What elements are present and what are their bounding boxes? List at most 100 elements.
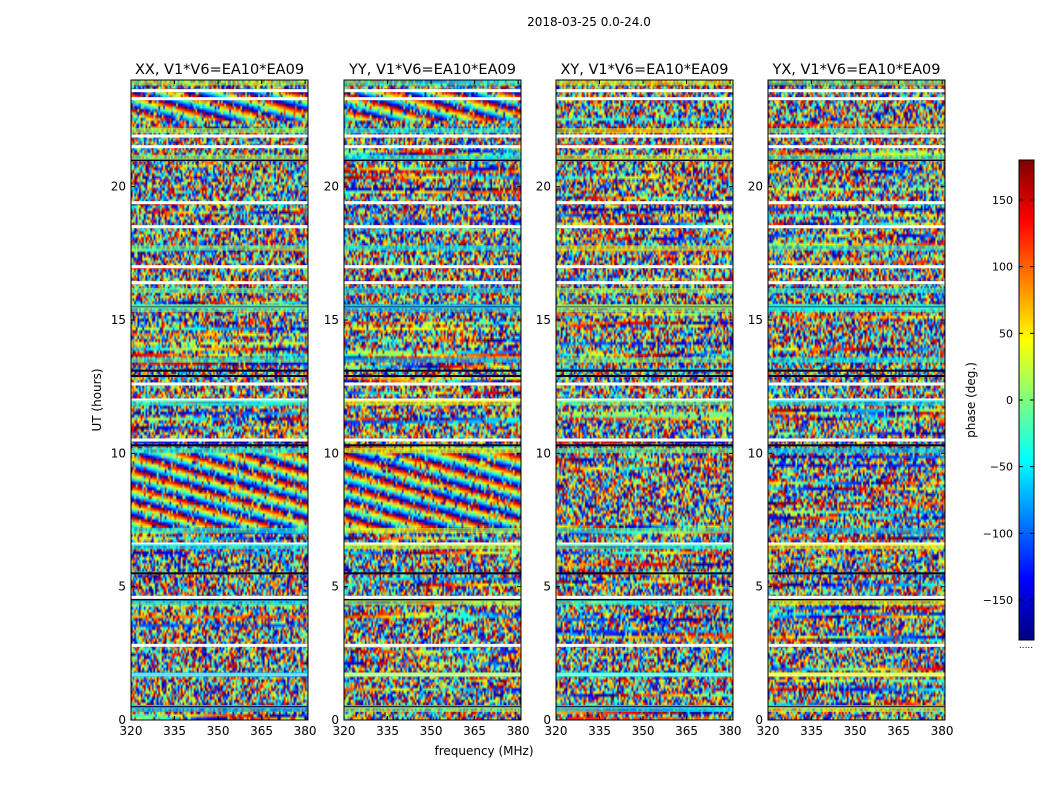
flagged-row xyxy=(344,89,521,93)
y-axis-label: UT (hours) xyxy=(90,368,104,431)
band xyxy=(768,706,945,712)
band xyxy=(131,672,308,678)
band xyxy=(556,154,733,160)
band xyxy=(344,128,521,134)
band xyxy=(131,80,308,86)
band xyxy=(344,600,521,606)
band xyxy=(344,672,521,678)
x-tick-label: 320 xyxy=(120,724,143,738)
band xyxy=(344,357,521,363)
band xyxy=(131,245,308,251)
dark-row xyxy=(556,375,733,377)
flagged-row xyxy=(131,145,308,149)
dark-row xyxy=(131,572,308,575)
flagged-row xyxy=(344,97,521,101)
y-tick-label: 0 xyxy=(755,713,763,727)
band xyxy=(344,80,521,86)
flagged-row xyxy=(344,201,521,205)
band xyxy=(131,706,308,712)
band xyxy=(556,706,733,712)
x-tick-label: 380 xyxy=(507,724,530,738)
colorbar-label: phase (deg.) xyxy=(964,362,978,438)
colorbar-tick-label: −150 xyxy=(983,594,1013,607)
band xyxy=(131,528,308,534)
y-tick-label: 0 xyxy=(543,713,551,727)
band xyxy=(556,544,733,550)
band xyxy=(344,706,521,712)
band xyxy=(556,288,733,294)
flagged-row xyxy=(556,438,733,442)
flagged-row xyxy=(131,281,308,285)
panel-yy: YY, V1*V6=EA10*EA09 320 335 350 365 380 0 5 10 15… xyxy=(324,62,530,738)
flagged-row xyxy=(768,281,945,285)
x-tick-label: 320 xyxy=(757,724,780,738)
band xyxy=(556,245,733,251)
dark-row xyxy=(768,369,945,372)
x-tick-label: 380 xyxy=(931,724,954,738)
band xyxy=(768,448,945,454)
flagged-row xyxy=(131,643,308,647)
flagged-row xyxy=(131,201,308,205)
dark-row xyxy=(556,369,733,372)
band xyxy=(344,448,521,454)
flagged-row xyxy=(131,225,308,229)
colorbar-tick-label: 0 xyxy=(1006,394,1013,407)
dark-row xyxy=(131,444,308,447)
flagged-row xyxy=(768,643,945,647)
x-tick-label: 380 xyxy=(719,724,742,738)
y-tick-label: 5 xyxy=(331,580,339,594)
panel-title: XX, V1*V6=EA10*EA09 xyxy=(135,62,304,78)
band xyxy=(768,357,945,363)
y-tick-label: 15 xyxy=(748,313,763,327)
flagged-row xyxy=(344,134,521,138)
panel-xy: XY, V1*V6=EA10*EA09 320 335 350 365 380 0 5 10 15… xyxy=(536,62,742,738)
band xyxy=(768,544,945,550)
flagged-row xyxy=(768,97,945,101)
y-tick-label: 10 xyxy=(748,446,763,460)
x-axis-label: frequency (MHz) xyxy=(434,744,533,758)
flagged-row xyxy=(768,201,945,205)
y-tick-label: 15 xyxy=(111,313,126,327)
flagged-row xyxy=(344,438,521,442)
panel-xx: XX, V1*V6=EA10*EA09 320 335 350 365 380 0 5 10 15… xyxy=(111,62,317,738)
dark-row xyxy=(768,572,945,575)
panels: XX, V1*V6=EA10*EA09 320 335 350 365 380 0 5 10 15… xyxy=(111,62,954,738)
y-tick-label: 15 xyxy=(324,313,339,327)
flagged-row xyxy=(556,643,733,647)
flagged-row xyxy=(556,201,733,205)
band xyxy=(131,600,308,606)
band xyxy=(556,528,733,534)
band xyxy=(768,672,945,678)
axes-frame xyxy=(767,79,946,721)
figure-suptitle: 2018-03-25 0.0-24.0 xyxy=(527,15,651,29)
dark-row xyxy=(344,369,521,372)
flagged-row xyxy=(556,134,733,138)
colorbar-tick-label: 100 xyxy=(992,261,1013,274)
band xyxy=(556,672,733,678)
axes-frame xyxy=(343,79,522,721)
band xyxy=(768,154,945,160)
y-tick-label: 10 xyxy=(536,446,551,460)
band xyxy=(131,304,308,312)
band xyxy=(556,448,733,454)
band xyxy=(344,528,521,534)
x-tick-label: 380 xyxy=(294,724,317,738)
flagged-row xyxy=(556,89,733,93)
band xyxy=(131,357,308,363)
band xyxy=(131,288,308,294)
band xyxy=(344,288,521,294)
y-tick-label: 5 xyxy=(755,580,763,594)
x-tick-label: 365 xyxy=(887,724,910,738)
band xyxy=(344,154,521,160)
band xyxy=(556,304,733,312)
flagged-row xyxy=(768,225,945,229)
band xyxy=(768,288,945,294)
flagged-row xyxy=(556,225,733,229)
dark-row xyxy=(131,375,308,377)
band xyxy=(768,400,945,406)
flagged-row xyxy=(768,595,945,599)
flagged-row xyxy=(344,145,521,149)
x-tick-label: 365 xyxy=(675,724,698,738)
colorbar-tick-label: 150 xyxy=(992,194,1013,207)
flagged-row xyxy=(131,97,308,101)
